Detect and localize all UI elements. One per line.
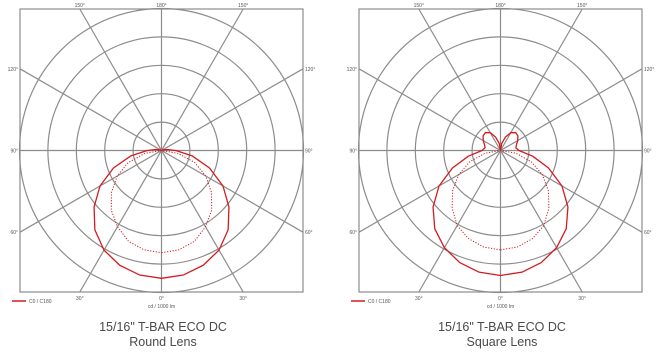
angle-tick-label: 0° xyxy=(498,296,503,302)
angle-tick-label: 90° xyxy=(644,149,652,155)
x-axis-label: cd / 1000 lm xyxy=(148,304,175,310)
angle-tick-label: 120° xyxy=(8,67,18,73)
angle-tick-label: 150° xyxy=(577,3,587,9)
chart-subtitle: Round Lens xyxy=(129,335,197,349)
angle-tick-label: 30° xyxy=(415,296,423,302)
angle-tick-label: 60° xyxy=(305,230,313,236)
chart-subtitle: Square Lens xyxy=(466,335,538,349)
angle-tick-label: 30° xyxy=(578,296,586,302)
angle-tick-label: 120° xyxy=(644,67,654,73)
legend-entry: C0 / C180 xyxy=(368,299,391,305)
angle-tick-label: 60° xyxy=(349,230,357,236)
chart-title: 15/16" T-BAR ECO DC xyxy=(99,320,227,334)
angle-tick-label: 120° xyxy=(347,67,357,73)
polar-chart-1: 180° 150° 150° 120° 120° 90° 90° 60° 60° 30° 30° 0°… xyxy=(347,3,655,310)
angle-tick-label: 30° xyxy=(239,296,247,302)
angle-tick-label: 120° xyxy=(305,67,315,73)
angle-tick-label: 150° xyxy=(414,3,424,9)
angle-tick-label: 180° xyxy=(156,3,166,9)
legend-entry: C0 / C180 xyxy=(29,299,52,305)
angle-tick-label: 30° xyxy=(76,296,84,302)
angle-tick-label: 60° xyxy=(644,230,652,236)
angle-tick-label: 0° xyxy=(159,296,164,302)
angle-tick-label: 90° xyxy=(10,149,18,155)
chart-caption-round-lens: 15/16" T-BAR ECO DC Round Lens xyxy=(13,320,313,350)
radial-ring xyxy=(357,7,644,294)
series-curve-dotted xyxy=(451,150,550,251)
series-curve-dotted xyxy=(110,150,213,254)
radial-ring xyxy=(18,7,305,294)
angle-tick-label: 180° xyxy=(495,3,505,9)
angle-tick-label: 90° xyxy=(349,149,357,155)
angle-tick-label: 150° xyxy=(75,3,85,9)
angle-tick-label: 90° xyxy=(305,149,313,155)
x-axis-label: cd / 1000 lm xyxy=(487,304,514,310)
angle-tick-label: 60° xyxy=(10,230,18,236)
polar-chart-0: 180° 150° 150° 120° 120° 90° 90° 60° 60° 30° 30° 0°… xyxy=(8,3,316,310)
chart-caption-square-lens: 15/16" T-BAR ECO DC Square Lens xyxy=(352,320,652,350)
angle-tick-label: 150° xyxy=(238,3,248,9)
chart-title: 15/16" T-BAR ECO DC xyxy=(438,320,566,334)
